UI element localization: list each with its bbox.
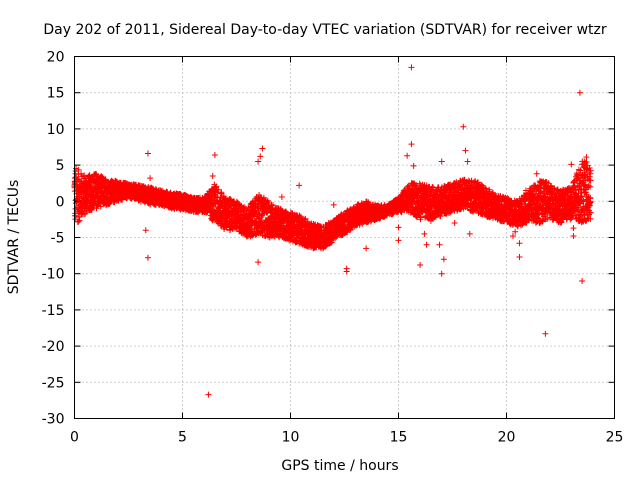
- data-point: [218, 189, 225, 196]
- data-points: [71, 64, 594, 398]
- data-point: [417, 213, 424, 220]
- data-point: [94, 202, 101, 209]
- data-point: [233, 198, 240, 205]
- data-point: [81, 172, 88, 179]
- data-point: [87, 183, 94, 190]
- chart-title: Day 202 of 2011, Sidereal Day-to-day VTE…: [43, 22, 607, 38]
- data-point: [215, 186, 222, 193]
- data-point: [429, 183, 436, 190]
- data-point: [76, 217, 83, 224]
- data-point: [78, 170, 85, 177]
- data-point: [88, 182, 95, 189]
- grid-lines: [74, 56, 615, 419]
- data-point: [437, 213, 444, 220]
- data-point: [302, 215, 309, 222]
- data-point: [366, 200, 373, 207]
- data-point: [75, 218, 82, 225]
- data-point: [270, 202, 276, 209]
- data-point: [208, 195, 215, 202]
- data-point: [82, 210, 89, 217]
- data-point: [75, 166, 82, 173]
- data-point: [72, 212, 79, 219]
